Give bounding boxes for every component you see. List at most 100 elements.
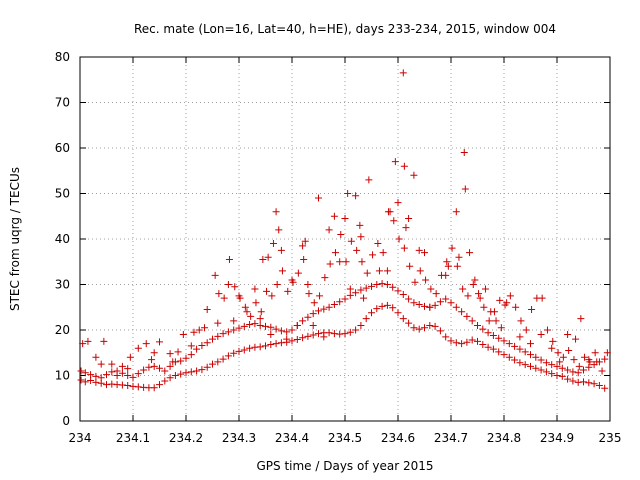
y-tick-label: 20 [55, 323, 70, 337]
x-tick-label: 234.9 [540, 431, 574, 445]
data-point [411, 278, 419, 286]
data-point [368, 309, 375, 317]
data-point [444, 262, 452, 270]
data-point [275, 226, 283, 234]
data-point [443, 258, 451, 266]
data-point [256, 343, 264, 351]
data-point [293, 321, 301, 329]
data-point [415, 246, 423, 254]
data-point [129, 373, 137, 381]
data-point [415, 301, 423, 309]
data-point [325, 303, 333, 311]
data-point [383, 301, 391, 309]
data-point [187, 342, 195, 350]
data-point [442, 271, 450, 279]
data-point [353, 246, 361, 254]
data-point [320, 305, 328, 313]
data-point [362, 315, 370, 323]
data-point [528, 306, 536, 314]
data-point [81, 378, 89, 386]
data-point [342, 258, 350, 266]
data-point [190, 328, 198, 336]
data-point [299, 334, 307, 342]
data-point [341, 215, 349, 223]
data-points [77, 69, 611, 392]
data-point [399, 69, 407, 77]
data-point [272, 208, 280, 216]
data-point [516, 333, 524, 341]
data-point [346, 291, 354, 299]
data-point [92, 353, 100, 361]
data-point [247, 312, 255, 320]
data-point [182, 369, 190, 377]
data-point [288, 326, 296, 334]
x-tick-label: 234.1 [116, 431, 150, 445]
data-point [224, 281, 232, 288]
data-point [495, 334, 503, 342]
data-point [267, 331, 275, 339]
data-point [77, 376, 85, 384]
data-point [405, 295, 413, 303]
data-point [447, 337, 455, 345]
data-point [389, 283, 397, 291]
data-point [481, 285, 489, 293]
data-point [126, 353, 134, 361]
data-point [309, 310, 317, 318]
data-point [209, 335, 216, 343]
data-point [92, 378, 100, 386]
data-point [79, 340, 87, 348]
data-point [564, 366, 572, 374]
data-point [267, 323, 275, 331]
y-tick-label: 10 [55, 369, 70, 383]
data-point [399, 315, 407, 323]
data-point [375, 267, 383, 275]
data-point [565, 346, 573, 354]
data-point [537, 356, 545, 364]
data-point [288, 337, 296, 345]
data-point [593, 358, 601, 366]
axis-ticks: 234 234.1 234.2 234.3 234.4 234.5 234.6 234.7 23… [55, 50, 622, 445]
data-point [553, 362, 561, 370]
data-point [455, 253, 463, 261]
data-point [294, 269, 302, 277]
x-tick-label: 234.2 [169, 431, 203, 445]
data-point [356, 221, 364, 229]
data-point [300, 255, 308, 263]
data-point [496, 296, 504, 304]
data-point [235, 324, 243, 332]
data-point [309, 321, 317, 329]
data-point [468, 317, 476, 325]
data-point [179, 331, 187, 339]
data-point [505, 353, 513, 361]
data-point [230, 326, 238, 334]
data-point [256, 315, 264, 323]
data-point [415, 325, 423, 333]
data-point [358, 258, 366, 266]
data-point [166, 350, 174, 358]
data-point [203, 363, 211, 371]
data-point [187, 351, 195, 359]
data-point [331, 249, 339, 257]
data-point [427, 285, 435, 293]
data-point [315, 194, 322, 202]
data-point [410, 324, 418, 332]
data-point [395, 235, 403, 243]
data-point [543, 326, 551, 334]
data-point [487, 308, 495, 316]
data-point [240, 346, 248, 354]
x-tick-label: 234.5 [328, 431, 362, 445]
data-point [474, 321, 481, 329]
data-point [100, 337, 108, 345]
data-point [558, 364, 566, 372]
data-point [187, 368, 195, 376]
data-point [503, 299, 511, 307]
data-point [400, 162, 408, 170]
data-point [459, 285, 467, 293]
data-point [346, 285, 354, 293]
data-point [124, 365, 132, 373]
data-point [330, 301, 338, 309]
data-point [591, 349, 599, 357]
data-point [357, 233, 365, 241]
data-point [572, 335, 580, 343]
data-point [148, 356, 156, 364]
